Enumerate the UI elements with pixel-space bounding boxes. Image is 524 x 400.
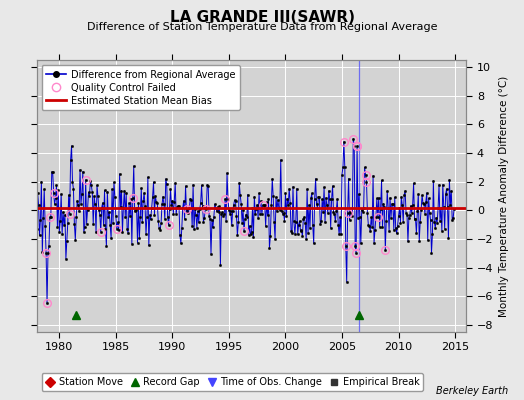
Text: LA GRANDE III(SAWR): LA GRANDE III(SAWR) [169,10,355,25]
Legend: Station Move, Record Gap, Time of Obs. Change, Empirical Break: Station Move, Record Gap, Time of Obs. C… [41,373,423,391]
Y-axis label: Monthly Temperature Anomaly Difference (°C): Monthly Temperature Anomaly Difference (… [499,75,509,317]
Text: Berkeley Earth: Berkeley Earth [436,386,508,396]
Text: Difference of Station Temperature Data from Regional Average: Difference of Station Temperature Data f… [87,22,437,32]
